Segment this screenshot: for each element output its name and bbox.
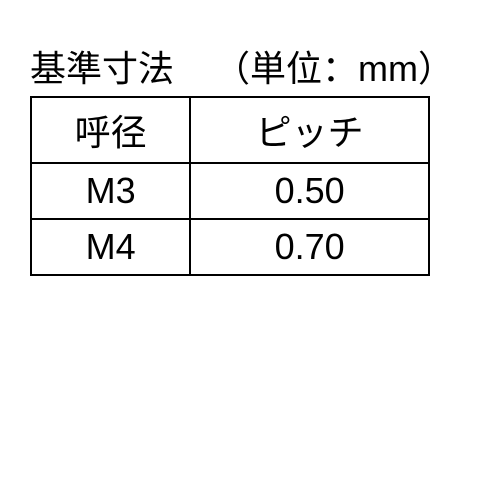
table-header: 呼径 ピッチ (31, 97, 429, 163)
table-header-row: 基準寸法 （単位：mm） (30, 40, 470, 92)
table-unit: （単位：mm） (214, 40, 454, 92)
column-header-pitch: ピッチ (190, 97, 429, 163)
table-row: M4 0.70 (31, 219, 429, 275)
dimension-table: 呼径 ピッチ M3 0.50 M4 0.70 (30, 96, 430, 276)
cell-diameter: M3 (31, 163, 190, 219)
table-row: M3 0.50 (31, 163, 429, 219)
cell-pitch: 0.50 (190, 163, 429, 219)
column-header-diameter: 呼径 (31, 97, 190, 163)
table-title: 基準寸法 (30, 40, 174, 92)
cell-diameter: M4 (31, 219, 190, 275)
cell-pitch: 0.70 (190, 219, 429, 275)
